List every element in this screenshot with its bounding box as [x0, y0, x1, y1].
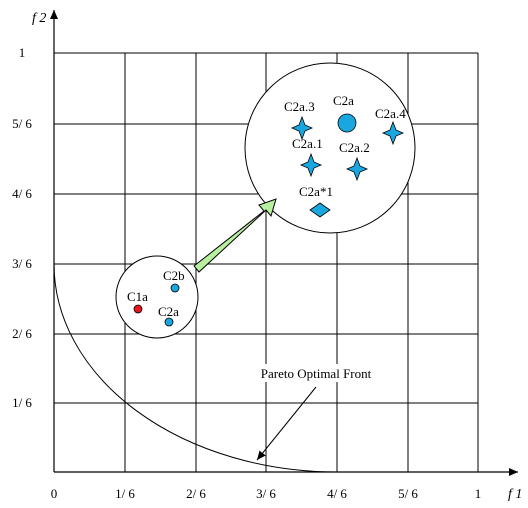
c2a4-label: C2a.4 — [375, 106, 406, 121]
c2a-small-label: C2a — [158, 304, 179, 319]
y-tick-label: 2/ 6 — [12, 326, 32, 341]
y-tick-label: 5/ 6 — [12, 116, 32, 131]
x-tick-label: 1 — [475, 486, 482, 501]
x-tick-label: 3/ 6 — [256, 486, 276, 501]
pareto-front-label: Pareto Optimal Front — [261, 366, 372, 381]
c2a3-label: C2a.3 — [284, 99, 315, 114]
pareto-pointer-line — [256, 386, 317, 461]
c2b-label: C2b — [163, 268, 185, 283]
c2a2-label: C2a.2 — [339, 140, 370, 155]
c2a-star1-label: C2a*1 — [299, 184, 333, 199]
x-tick-label: 2/ 6 — [186, 486, 206, 501]
c2a1-label: C2a.1 — [292, 136, 323, 151]
x-tick-label: 0 — [51, 486, 58, 501]
y-tick-label: 1 — [19, 45, 26, 60]
c2b-point — [170, 283, 180, 293]
y-tick-label: 4/ 6 — [12, 186, 32, 201]
pareto-front-curve — [53, 263, 338, 473]
x-axis-label: f 1 — [508, 487, 522, 502]
c2a1-star — [299, 152, 323, 178]
x-tick-label: 4/ 6 — [327, 486, 347, 501]
c2a-small-point — [164, 317, 174, 327]
c1a-point — [133, 304, 143, 314]
c2a2-star — [345, 156, 369, 182]
c1a-label: C1a — [127, 289, 148, 304]
x-tick-label: 1/ 6 — [115, 486, 135, 501]
pareto-label-bg — [244, 364, 388, 382]
c2a3-star — [290, 115, 314, 141]
c2a4-star — [381, 120, 405, 146]
y-tick-label: 1/ 6 — [12, 395, 32, 410]
c2a-star1-diamond — [309, 202, 331, 218]
c2a-big-label: C2a — [333, 93, 354, 108]
c2a-big-point — [337, 113, 357, 133]
zoom-arrow — [193, 198, 277, 273]
x-tick-label: 5/ 6 — [398, 486, 418, 501]
small-cluster-circle — [115, 255, 199, 339]
y-axis-label: f 2 — [32, 11, 46, 26]
y-tick-label: 3/ 6 — [12, 256, 32, 271]
large-zoom-circle — [244, 62, 416, 234]
